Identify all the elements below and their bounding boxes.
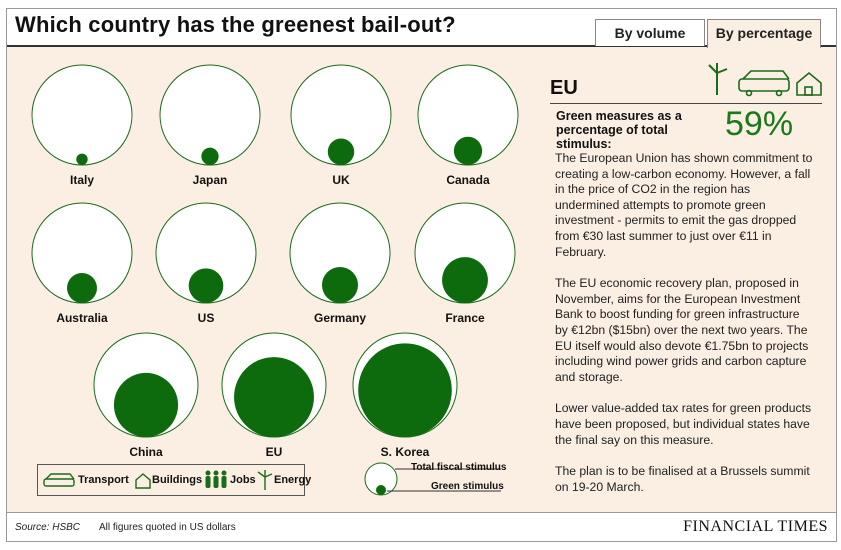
country-label: Australia xyxy=(56,311,108,325)
tab-by-percentage[interactable]: By percentage xyxy=(707,19,821,48)
bubble-france[interactable]: France xyxy=(414,202,516,325)
key-green-label: Green stimulus xyxy=(431,481,504,492)
detail-paragraph: Lower value-added tax rates for green pr… xyxy=(555,401,812,447)
transport-icon xyxy=(43,473,75,487)
legend-buildings: Buildings xyxy=(152,474,203,486)
detail-heading: EU xyxy=(550,77,578,99)
graphic-frame: Which country has the greenest bail-out?… xyxy=(6,8,837,542)
train-icon xyxy=(738,70,790,97)
green-stimulus-circle xyxy=(188,268,224,303)
legend-energy: Energy xyxy=(274,474,312,486)
total-stimulus-circle xyxy=(155,202,257,304)
bubble-eu[interactable]: EU xyxy=(221,332,327,459)
country-label: Italy xyxy=(70,173,94,187)
legend-transport: Transport xyxy=(78,474,129,486)
bubble-s-korea[interactable]: S. Korea xyxy=(352,332,458,459)
green-stimulus-circle xyxy=(234,357,314,437)
size-key xyxy=(364,462,501,496)
jobs-icon xyxy=(205,470,227,488)
green-stimulus-circle xyxy=(201,147,219,165)
bubble-italy[interactable]: Italy xyxy=(31,64,133,187)
country-label: Germany xyxy=(314,311,366,325)
bubble-us[interactable]: US xyxy=(155,202,257,325)
currency-note: All figures quoted in US dollars xyxy=(99,522,236,533)
bubble-china[interactable]: China xyxy=(93,332,199,459)
country-label: China xyxy=(129,445,163,459)
green-stimulus-circle xyxy=(358,343,452,438)
bubble-australia[interactable]: Australia xyxy=(31,202,133,325)
detail-paragraph: The EU economic recovery plan, proposed … xyxy=(555,276,809,384)
green-stimulus-circle xyxy=(453,136,483,165)
source-note: Source: HSBC xyxy=(15,522,81,533)
bubble-japan[interactable]: Japan xyxy=(159,64,261,187)
detail-divider xyxy=(550,103,822,104)
house-icon xyxy=(796,71,822,96)
total-stimulus-circle xyxy=(290,64,392,166)
stat-label: Green measures as a percentage of total … xyxy=(556,109,682,151)
green-stimulus-circle xyxy=(321,266,359,303)
bubble-canada[interactable]: Canada xyxy=(417,64,519,187)
footer: Source: HSBC All figures quoted in US do… xyxy=(7,512,836,541)
total-stimulus-circle xyxy=(159,64,261,166)
category-legend: Transport Buildings Jobs Energy xyxy=(37,464,311,496)
tab-by-volume[interactable]: By volume xyxy=(595,19,705,46)
green-stimulus-circle xyxy=(76,153,88,165)
bubble-germany[interactable]: Germany xyxy=(289,202,391,325)
wind-turbine-icon xyxy=(708,63,728,95)
buildings-icon xyxy=(135,473,151,489)
country-label: France xyxy=(445,311,485,325)
bubble-chart: Italy Japan UK Canada Australia US Germany Fran… xyxy=(31,64,519,459)
green-stimulus-circle xyxy=(67,273,97,303)
country-label: S. Korea xyxy=(381,445,430,459)
country-label: UK xyxy=(332,173,350,187)
green-stimulus-circle xyxy=(327,138,355,165)
stat-value: 59% xyxy=(725,105,794,143)
page-title: Which country has the greenest bail-out? xyxy=(15,12,456,37)
country-label: US xyxy=(198,311,215,325)
energy-icon xyxy=(257,470,273,490)
green-stimulus-circle xyxy=(113,372,179,437)
legend-jobs: Jobs xyxy=(230,474,256,486)
detail-paragraph: The plan is to be finalised at a Brussel… xyxy=(555,464,810,494)
green-stimulus-circle xyxy=(442,257,488,303)
country-label: Canada xyxy=(446,173,490,187)
key-total-label: Total fiscal stimulus xyxy=(411,462,507,473)
total-stimulus-circle xyxy=(31,64,133,166)
detail-paragraph: The European Union has shown commitment … xyxy=(555,151,813,259)
brand-logo: FINANCIAL TIMES xyxy=(683,518,828,535)
bubble-uk[interactable]: UK xyxy=(290,64,392,187)
detail-icons xyxy=(708,63,822,97)
country-label: Japan xyxy=(193,173,228,187)
country-label: EU xyxy=(266,445,283,459)
detail-body: The European Union has shown commitment … xyxy=(555,151,813,511)
